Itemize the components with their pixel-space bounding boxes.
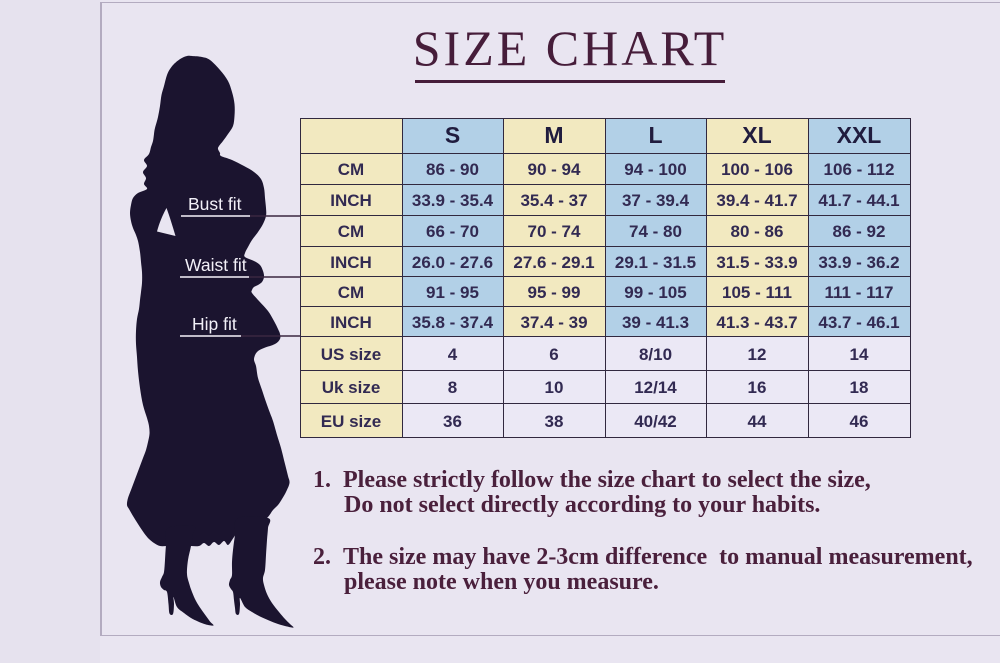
svg-text:Bust fit: Bust fit: [188, 194, 242, 214]
svg-text:Hip fit: Hip fit: [192, 314, 237, 334]
svg-text:Waist fit: Waist fit: [185, 255, 247, 275]
